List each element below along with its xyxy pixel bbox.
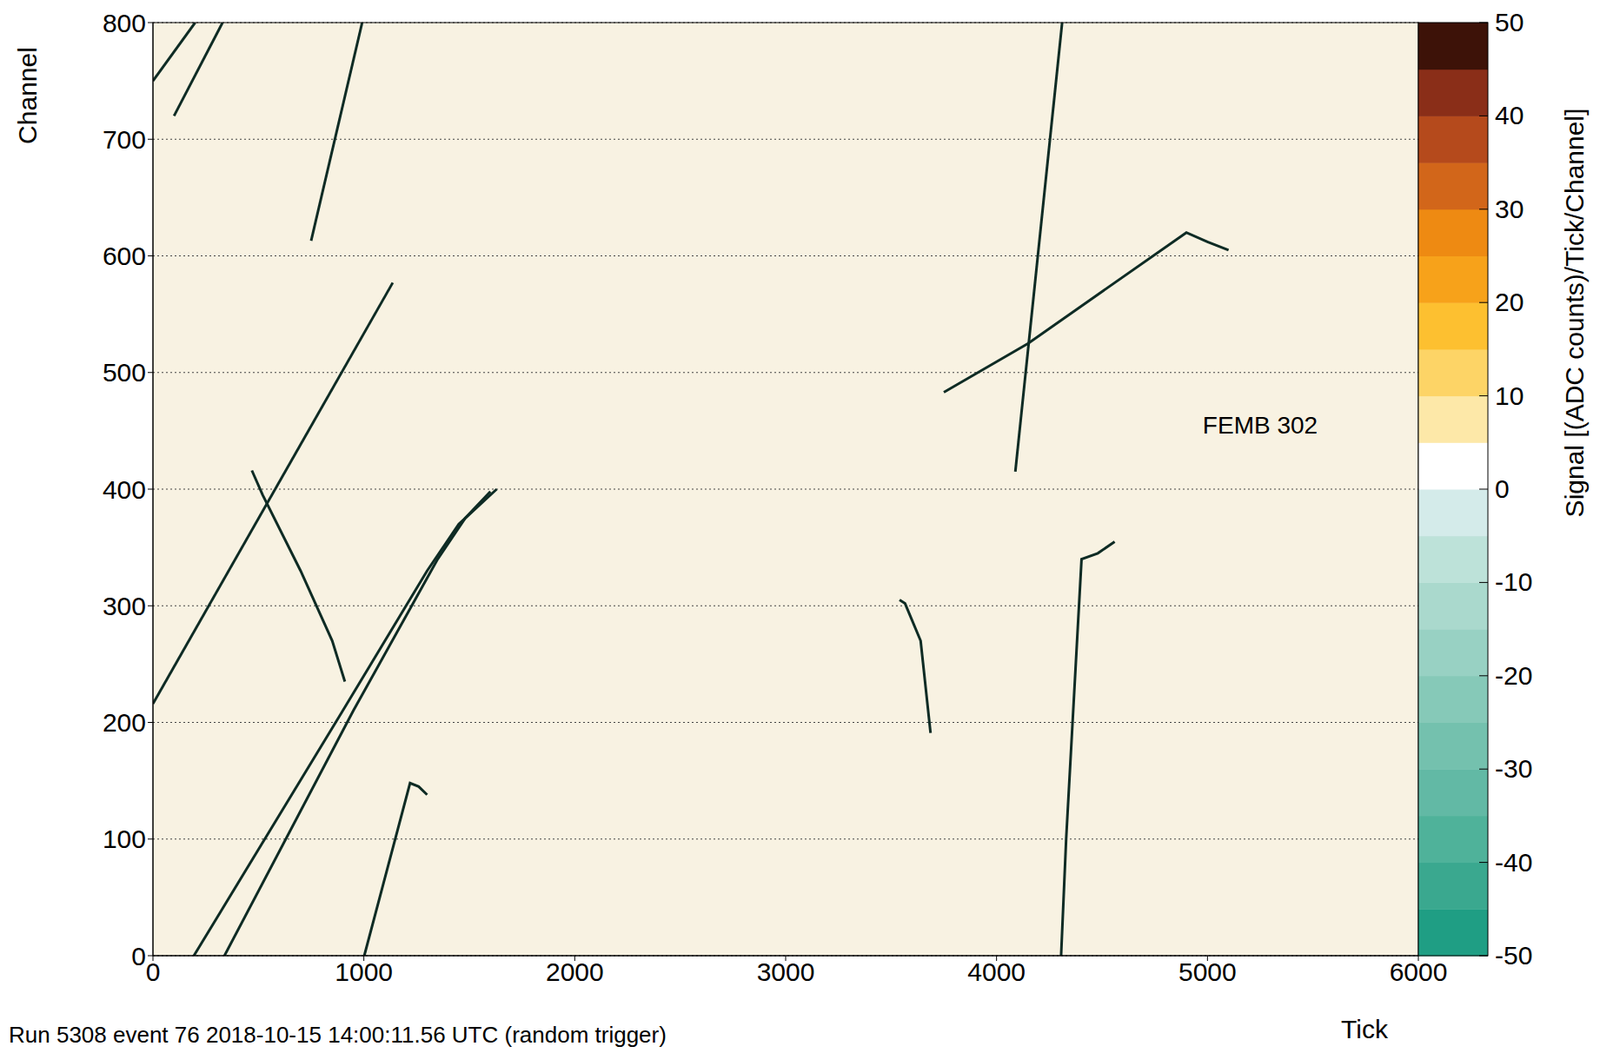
svg-text:0: 0: [146, 957, 161, 987]
svg-text:3000: 3000: [756, 957, 816, 987]
svg-text:4000: 4000: [967, 957, 1026, 987]
svg-text:30: 30: [1494, 194, 1524, 224]
svg-text:400: 400: [102, 475, 147, 505]
svg-text:700: 700: [102, 125, 147, 154]
svg-text:300: 300: [102, 591, 147, 621]
svg-text:500: 500: [102, 358, 147, 387]
svg-text:Run 5308 event 76 2018-10-15 1: Run 5308 event 76 2018-10-15 14:00:11.56…: [8, 1022, 667, 1049]
svg-text:100: 100: [102, 824, 147, 854]
svg-text:Tick: Tick: [1341, 1015, 1389, 1044]
svg-text:20: 20: [1494, 287, 1524, 317]
svg-text:40: 40: [1494, 100, 1524, 130]
svg-text:10: 10: [1494, 381, 1524, 411]
svg-text:0: 0: [131, 942, 147, 971]
svg-text:FEMB 302: FEMB 302: [1202, 411, 1318, 439]
svg-text:Channel: Channel: [13, 46, 42, 145]
svg-text:-20: -20: [1494, 661, 1533, 691]
svg-text:600: 600: [102, 241, 147, 271]
svg-text:0: 0: [1494, 474, 1510, 504]
svg-text:-50: -50: [1494, 941, 1533, 970]
svg-text:800: 800: [102, 8, 147, 38]
svg-text:-30: -30: [1494, 754, 1533, 784]
svg-text:200: 200: [102, 708, 147, 737]
svg-text:1000: 1000: [334, 957, 393, 987]
svg-text:5000: 5000: [1178, 957, 1237, 987]
svg-text:50: 50: [1494, 7, 1524, 37]
svg-text:6000: 6000: [1389, 957, 1448, 987]
svg-text:Signal [(ADC counts)/Tick/Chan: Signal [(ADC counts)/Tick/Channel]: [1560, 108, 1589, 518]
svg-text:-10: -10: [1494, 567, 1533, 597]
svg-text:2000: 2000: [545, 957, 605, 987]
svg-text:-40: -40: [1494, 848, 1533, 877]
